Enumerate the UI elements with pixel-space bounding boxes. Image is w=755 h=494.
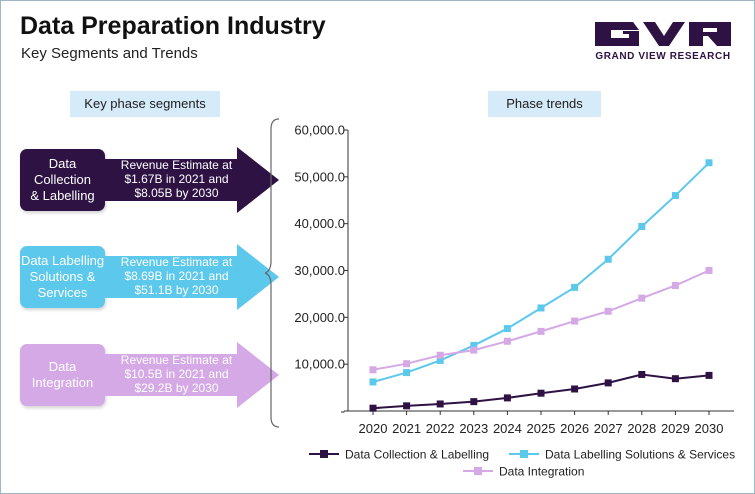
data-point	[470, 341, 478, 349]
x-tick-label: 2024	[493, 421, 522, 436]
y-tick-label: 60,000.0	[294, 123, 345, 138]
revenue-estimate-line: $8.69B in 2021 and	[124, 269, 229, 284]
x-tick-label: 2026	[560, 421, 589, 436]
grand-view-research-logo: GRAND VIEW RESEARCH	[593, 20, 733, 66]
segment-name-line: Collection	[33, 171, 92, 187]
data-point	[705, 267, 713, 274]
data-point	[638, 370, 646, 378]
arrow-right-icon	[105, 342, 279, 408]
data-point	[436, 356, 444, 364]
x-tick-label: 2025	[527, 421, 556, 436]
x-tick-label: 2029	[661, 421, 690, 436]
data-point	[571, 317, 579, 325]
data-point	[571, 385, 579, 393]
segment-data-integration-box: Data Integration	[20, 344, 105, 406]
y-tick-label: 30,000.0	[294, 263, 345, 278]
x-tick-label: 2028	[627, 421, 656, 436]
segment-data-integration-arrow: Revenue Estimate at $10.5B in 2021 and $…	[105, 342, 281, 408]
segment-name-line: & Labelling	[30, 188, 95, 204]
segment-data-collection-box: Data Collection & Labelling	[20, 149, 105, 211]
legend-swatch-marker	[320, 450, 328, 458]
data-point	[705, 371, 713, 379]
segment-name-line: Solutions &	[29, 268, 96, 284]
data-point	[604, 307, 612, 315]
y-tick-label: -	[341, 404, 345, 419]
segment-name-line: Data	[48, 155, 77, 171]
series-line	[372, 162, 710, 383]
data-point	[671, 281, 679, 289]
data-point	[369, 404, 377, 412]
data-point	[638, 294, 646, 302]
legend-swatch-marker	[474, 467, 482, 475]
page-subtitle: Key Segments and Trends	[21, 45, 198, 62]
series-line	[372, 269, 710, 371]
data-point	[537, 304, 545, 312]
logo-mark-icon	[595, 22, 731, 46]
revenue-estimate-line: $51.1B by 2030	[134, 282, 219, 297]
data-point	[369, 378, 377, 386]
data-point	[671, 192, 679, 200]
x-tick-label: 2022	[426, 421, 455, 436]
revenue-estimate-line: $1.67B in 2021 and	[124, 172, 229, 187]
y-tick-label: 50,000.0	[294, 169, 345, 184]
data-point	[638, 222, 646, 230]
data-point	[470, 398, 478, 406]
logo-text: GRAND VIEW RESEARCH	[595, 51, 731, 62]
data-point	[403, 369, 411, 377]
legend-label: Data Collection & Labelling	[345, 448, 489, 462]
x-tick-label: 2021	[392, 421, 421, 436]
x-tick-label: 2023	[459, 421, 488, 436]
data-point	[671, 375, 679, 383]
data-point	[537, 327, 545, 335]
data-point	[503, 325, 511, 333]
legend-label: Data Integration	[499, 465, 584, 479]
revenue-estimate-line: Revenue Estimate at	[120, 158, 233, 173]
data-point	[537, 389, 545, 397]
revenue-estimate-line: Revenue Estimate at	[120, 353, 233, 368]
page-title: Data Preparation Industry	[20, 12, 326, 40]
data-point	[604, 255, 612, 263]
revenue-estimate-line: $8.05B by 2030	[134, 185, 219, 200]
data-point	[369, 366, 377, 374]
x-tick-label: 2027	[594, 421, 623, 436]
segment-name-line: Services	[37, 285, 88, 301]
y-tick-label: 20,000.0	[294, 310, 345, 325]
data-point	[571, 283, 579, 291]
legend-swatch-marker	[520, 450, 528, 458]
revenue-estimate-line: $10.5B in 2021 and	[124, 367, 229, 382]
data-point	[604, 379, 612, 387]
data-point	[403, 402, 411, 410]
segment-name-line: Integration	[31, 375, 94, 390]
segment-name-line: Data Labelling	[20, 252, 105, 268]
data-point	[503, 394, 511, 402]
data-point	[503, 337, 511, 345]
segment-data-labelling-box: Data Labelling Solutions & Services	[20, 246, 105, 308]
phase-trends-chart: - 10,000.0 20,000.0 30,000.0 40,000.0 50,000.…	[294, 123, 735, 479]
y-tick-label: 40,000.0	[294, 216, 345, 231]
key-phase-segments-label: Key phase segments	[70, 91, 220, 117]
segment-data-collection-arrow: Revenue Estimate at $1.67B in 2021 and $…	[105, 147, 281, 213]
data-point	[436, 400, 444, 408]
data-point	[403, 360, 411, 368]
segment-name-line: Data	[48, 358, 77, 374]
arrow-right-icon	[105, 244, 279, 310]
data-point	[436, 351, 444, 359]
x-tick-label: 2030	[695, 421, 724, 436]
data-point	[705, 159, 713, 167]
bracket-icon	[265, 118, 280, 428]
revenue-estimate-line: Revenue Estimate at	[120, 255, 233, 270]
revenue-estimate-line: $29.2B by 2030	[134, 380, 219, 395]
y-tick-label: 10,000.0	[294, 357, 345, 372]
phase-trends-label: Phase trends	[488, 91, 601, 117]
data-point	[470, 346, 478, 354]
segment-data-labelling-arrow: Revenue Estimate at $8.69B in 2021 and $…	[105, 244, 281, 310]
legend-label: Data Labelling Solutions & Services	[545, 448, 735, 462]
x-tick-label: 2020	[359, 421, 388, 436]
arrow-right-icon	[105, 147, 279, 213]
